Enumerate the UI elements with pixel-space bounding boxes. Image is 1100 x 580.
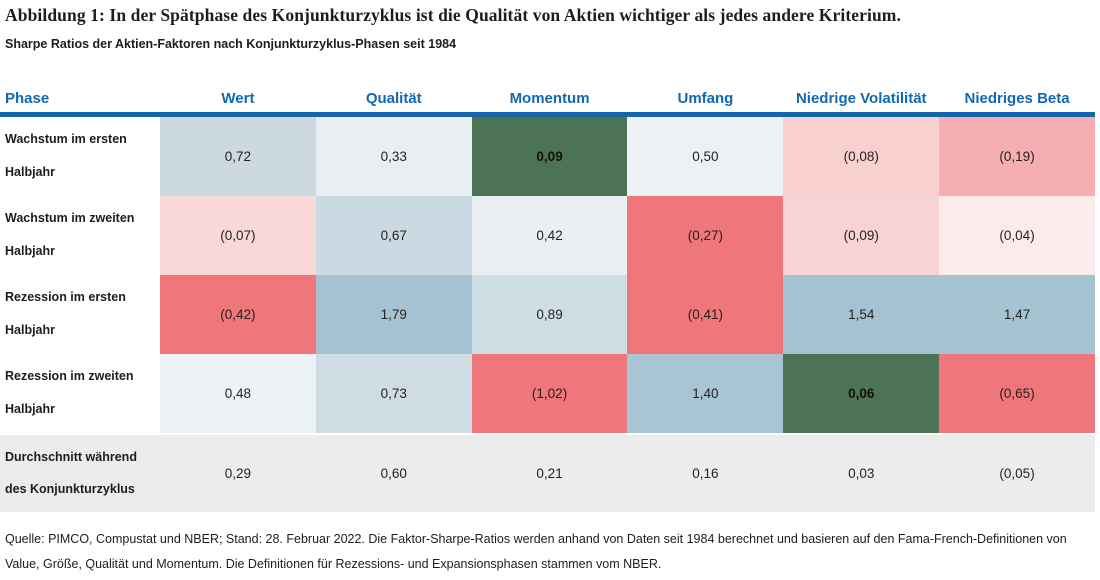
heatmap-cell: (0,65): [939, 354, 1095, 433]
heatmap-cell: 0,72: [160, 117, 316, 196]
column-header-1: Wert: [221, 89, 255, 107]
heatmap-cell: 0,89: [471, 275, 628, 354]
heatmap-cell: 0,03: [848, 466, 875, 481]
phase-label: Rezession im zweiten Halbjahr: [5, 369, 134, 416]
phase-label: Wachstum im zweiten Halbjahr: [5, 211, 135, 258]
heatmap-cell: 0,73: [315, 354, 472, 433]
heatmap-cell: 0,50: [627, 117, 784, 196]
column-header-phase: Phase: [5, 89, 50, 107]
heatmap-cell: (0,09): [783, 196, 940, 275]
figure-title: Abbildung 1: In der Spätphase des Konjun…: [5, 5, 901, 25]
heatmap-cell: 0,21: [536, 466, 563, 481]
column-header-5: Niedrige Volatilität: [795, 89, 927, 107]
table-row: Durchschnitt während des Konjunkturzyklu…: [0, 435, 1095, 512]
factor-table: Phase Wert Qualität Momentum Umfang Niedrige…: [0, 84, 1095, 512]
heatmap-cell: 0,29: [224, 466, 252, 481]
heatmap-cell: 0,16: [692, 466, 719, 481]
heatmap-cell: 0,33: [315, 117, 472, 196]
heatmap-cell: (0,41): [627, 275, 784, 354]
heatmap-cell: 0,09: [471, 117, 628, 196]
heatmap-cell: 0,67: [315, 196, 472, 275]
column-header-6: Niedriges Beta: [964, 89, 1070, 107]
phase-label: Wachstum im ersten Halbjahr: [5, 132, 127, 179]
heatmap-cell: (0,07): [160, 196, 316, 275]
heatmap-cell: (0,27): [627, 196, 784, 275]
phase-label: Rezession im ersten Halbjahr: [5, 290, 126, 337]
heatmap-cell: (1,02): [471, 354, 628, 433]
table-row: Rezession im ersten Halbjahr (0,42) 1,79 0,…: [0, 275, 1095, 354]
table-row: Wachstum im zweiten Halbjahr (0,07) 0,67 0,…: [0, 196, 1095, 275]
heatmap-cell: 1,79: [315, 275, 472, 354]
table-header-row: Phase Wert Qualität Momentum Umfang Niedrige…: [0, 84, 1095, 117]
phase-label: Durchschnitt während des Konjunkturzyklu…: [5, 450, 137, 496]
heatmap-cell: 0,42: [471, 196, 628, 275]
heatmap-cell: 1,54: [783, 275, 940, 354]
figure-subtitle: Sharpe Ratios der Aktien-Faktoren nach K…: [5, 37, 457, 51]
heatmap-cell: 0,60: [380, 466, 407, 481]
table-row: Wachstum im ersten Halbjahr 0,72 0,33 0,09 0…: [0, 117, 1095, 196]
heatmap-cell: (0,42): [160, 275, 316, 354]
table-row: Rezession im zweiten Halbjahr 0,48 0,73 (1,…: [0, 354, 1095, 433]
column-header-2: Qualität: [365, 89, 422, 107]
heatmap-cell: (0,05): [999, 466, 1035, 481]
heatmap-cell: 0,48: [160, 354, 316, 433]
heatmap-cell: (0,04): [939, 196, 1095, 275]
heatmap-cell: 0,06: [783, 354, 940, 433]
source-note: Quelle: PIMCO, Compustat und NBER; Stand…: [5, 532, 1067, 571]
heatmap-cell: 1,40: [627, 354, 784, 433]
heatmap-cell: (0,19): [939, 117, 1095, 196]
column-header-3: Momentum: [509, 89, 590, 107]
heatmap-cell: (0,08): [783, 117, 940, 196]
heatmap-cell: 1,47: [939, 275, 1095, 354]
column-header-4: Umfang: [677, 89, 734, 107]
